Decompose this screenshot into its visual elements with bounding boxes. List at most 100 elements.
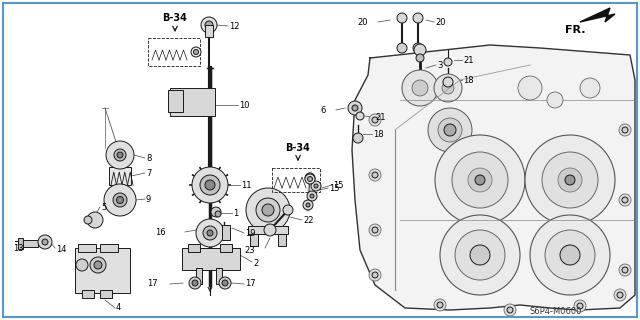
Bar bbox=[18, 238, 23, 249]
Circle shape bbox=[369, 114, 381, 126]
Circle shape bbox=[435, 135, 525, 225]
Circle shape bbox=[310, 194, 314, 198]
Circle shape bbox=[191, 47, 201, 57]
Circle shape bbox=[348, 101, 362, 115]
Circle shape bbox=[622, 267, 628, 273]
Bar bbox=[188, 244, 200, 252]
Circle shape bbox=[104, 184, 136, 216]
Circle shape bbox=[542, 152, 598, 208]
Bar bbox=[109, 167, 131, 185]
Circle shape bbox=[307, 177, 312, 181]
Circle shape bbox=[372, 172, 378, 178]
Circle shape bbox=[352, 105, 358, 111]
Text: 17: 17 bbox=[147, 279, 158, 289]
Bar bbox=[222, 225, 230, 240]
Text: 18: 18 bbox=[463, 76, 474, 84]
Text: 16: 16 bbox=[156, 228, 166, 236]
Bar bbox=[75, 248, 130, 293]
Circle shape bbox=[211, 207, 221, 217]
Bar bbox=[272, 168, 320, 192]
Polygon shape bbox=[580, 8, 615, 22]
Circle shape bbox=[205, 180, 215, 190]
Text: 21: 21 bbox=[375, 113, 385, 122]
Circle shape bbox=[372, 227, 378, 233]
Text: S6P4-M0600: S6P4-M0600 bbox=[530, 307, 582, 316]
Circle shape bbox=[113, 193, 127, 207]
Text: 20: 20 bbox=[435, 18, 445, 27]
Circle shape bbox=[222, 280, 228, 286]
Circle shape bbox=[246, 188, 290, 232]
Circle shape bbox=[402, 70, 438, 106]
Circle shape bbox=[614, 289, 626, 301]
Bar bbox=[182, 248, 240, 270]
Text: B-34: B-34 bbox=[163, 13, 188, 23]
Circle shape bbox=[76, 259, 88, 271]
Text: 9: 9 bbox=[146, 195, 151, 204]
Circle shape bbox=[87, 212, 103, 228]
Text: FR.: FR. bbox=[565, 25, 586, 35]
Circle shape bbox=[558, 168, 582, 192]
Text: 13: 13 bbox=[13, 244, 24, 252]
Text: 2: 2 bbox=[253, 259, 259, 268]
Circle shape bbox=[518, 76, 542, 100]
Circle shape bbox=[117, 152, 123, 158]
Polygon shape bbox=[352, 45, 635, 310]
Circle shape bbox=[545, 230, 595, 280]
Circle shape bbox=[617, 292, 623, 298]
Text: 22: 22 bbox=[303, 215, 314, 225]
Circle shape bbox=[215, 211, 221, 217]
Circle shape bbox=[412, 80, 428, 96]
Circle shape bbox=[311, 181, 321, 191]
Circle shape bbox=[475, 175, 485, 185]
Circle shape bbox=[42, 239, 48, 245]
Bar bbox=[205, 25, 213, 37]
Circle shape bbox=[560, 245, 580, 265]
Bar bbox=[168, 90, 183, 112]
Circle shape bbox=[38, 235, 52, 249]
Circle shape bbox=[619, 124, 631, 136]
Circle shape bbox=[547, 92, 563, 108]
Circle shape bbox=[106, 141, 134, 169]
Bar bbox=[20, 240, 38, 247]
Circle shape bbox=[219, 277, 231, 289]
Circle shape bbox=[369, 224, 381, 236]
Circle shape bbox=[305, 173, 315, 183]
Circle shape bbox=[580, 78, 600, 98]
Text: 8: 8 bbox=[146, 154, 152, 163]
Text: 6: 6 bbox=[321, 106, 326, 115]
Circle shape bbox=[372, 272, 378, 278]
Bar bbox=[248, 226, 288, 234]
Bar bbox=[82, 290, 94, 298]
Circle shape bbox=[308, 176, 312, 180]
Circle shape bbox=[116, 196, 124, 204]
Circle shape bbox=[622, 197, 628, 203]
Circle shape bbox=[438, 118, 462, 142]
Circle shape bbox=[504, 304, 516, 316]
Text: 4: 4 bbox=[116, 303, 121, 313]
Text: 17: 17 bbox=[245, 279, 255, 289]
Circle shape bbox=[314, 184, 318, 188]
Text: 11: 11 bbox=[241, 180, 252, 189]
Circle shape bbox=[444, 124, 456, 136]
Circle shape bbox=[201, 17, 217, 33]
Circle shape bbox=[372, 117, 378, 123]
Circle shape bbox=[256, 198, 280, 222]
Circle shape bbox=[200, 175, 220, 195]
Text: 1: 1 bbox=[233, 209, 238, 218]
Text: 20: 20 bbox=[358, 18, 368, 27]
Circle shape bbox=[306, 203, 310, 207]
Circle shape bbox=[574, 300, 586, 312]
Bar bbox=[78, 244, 96, 252]
Circle shape bbox=[413, 43, 423, 53]
Circle shape bbox=[196, 219, 224, 247]
Bar bbox=[216, 268, 222, 284]
Circle shape bbox=[530, 215, 610, 295]
Bar bbox=[170, 88, 215, 116]
Text: 12: 12 bbox=[229, 21, 239, 30]
Bar bbox=[148, 38, 200, 66]
Circle shape bbox=[452, 152, 508, 208]
Circle shape bbox=[353, 133, 363, 143]
Circle shape bbox=[264, 224, 276, 236]
Circle shape bbox=[507, 307, 513, 313]
Circle shape bbox=[413, 13, 423, 23]
